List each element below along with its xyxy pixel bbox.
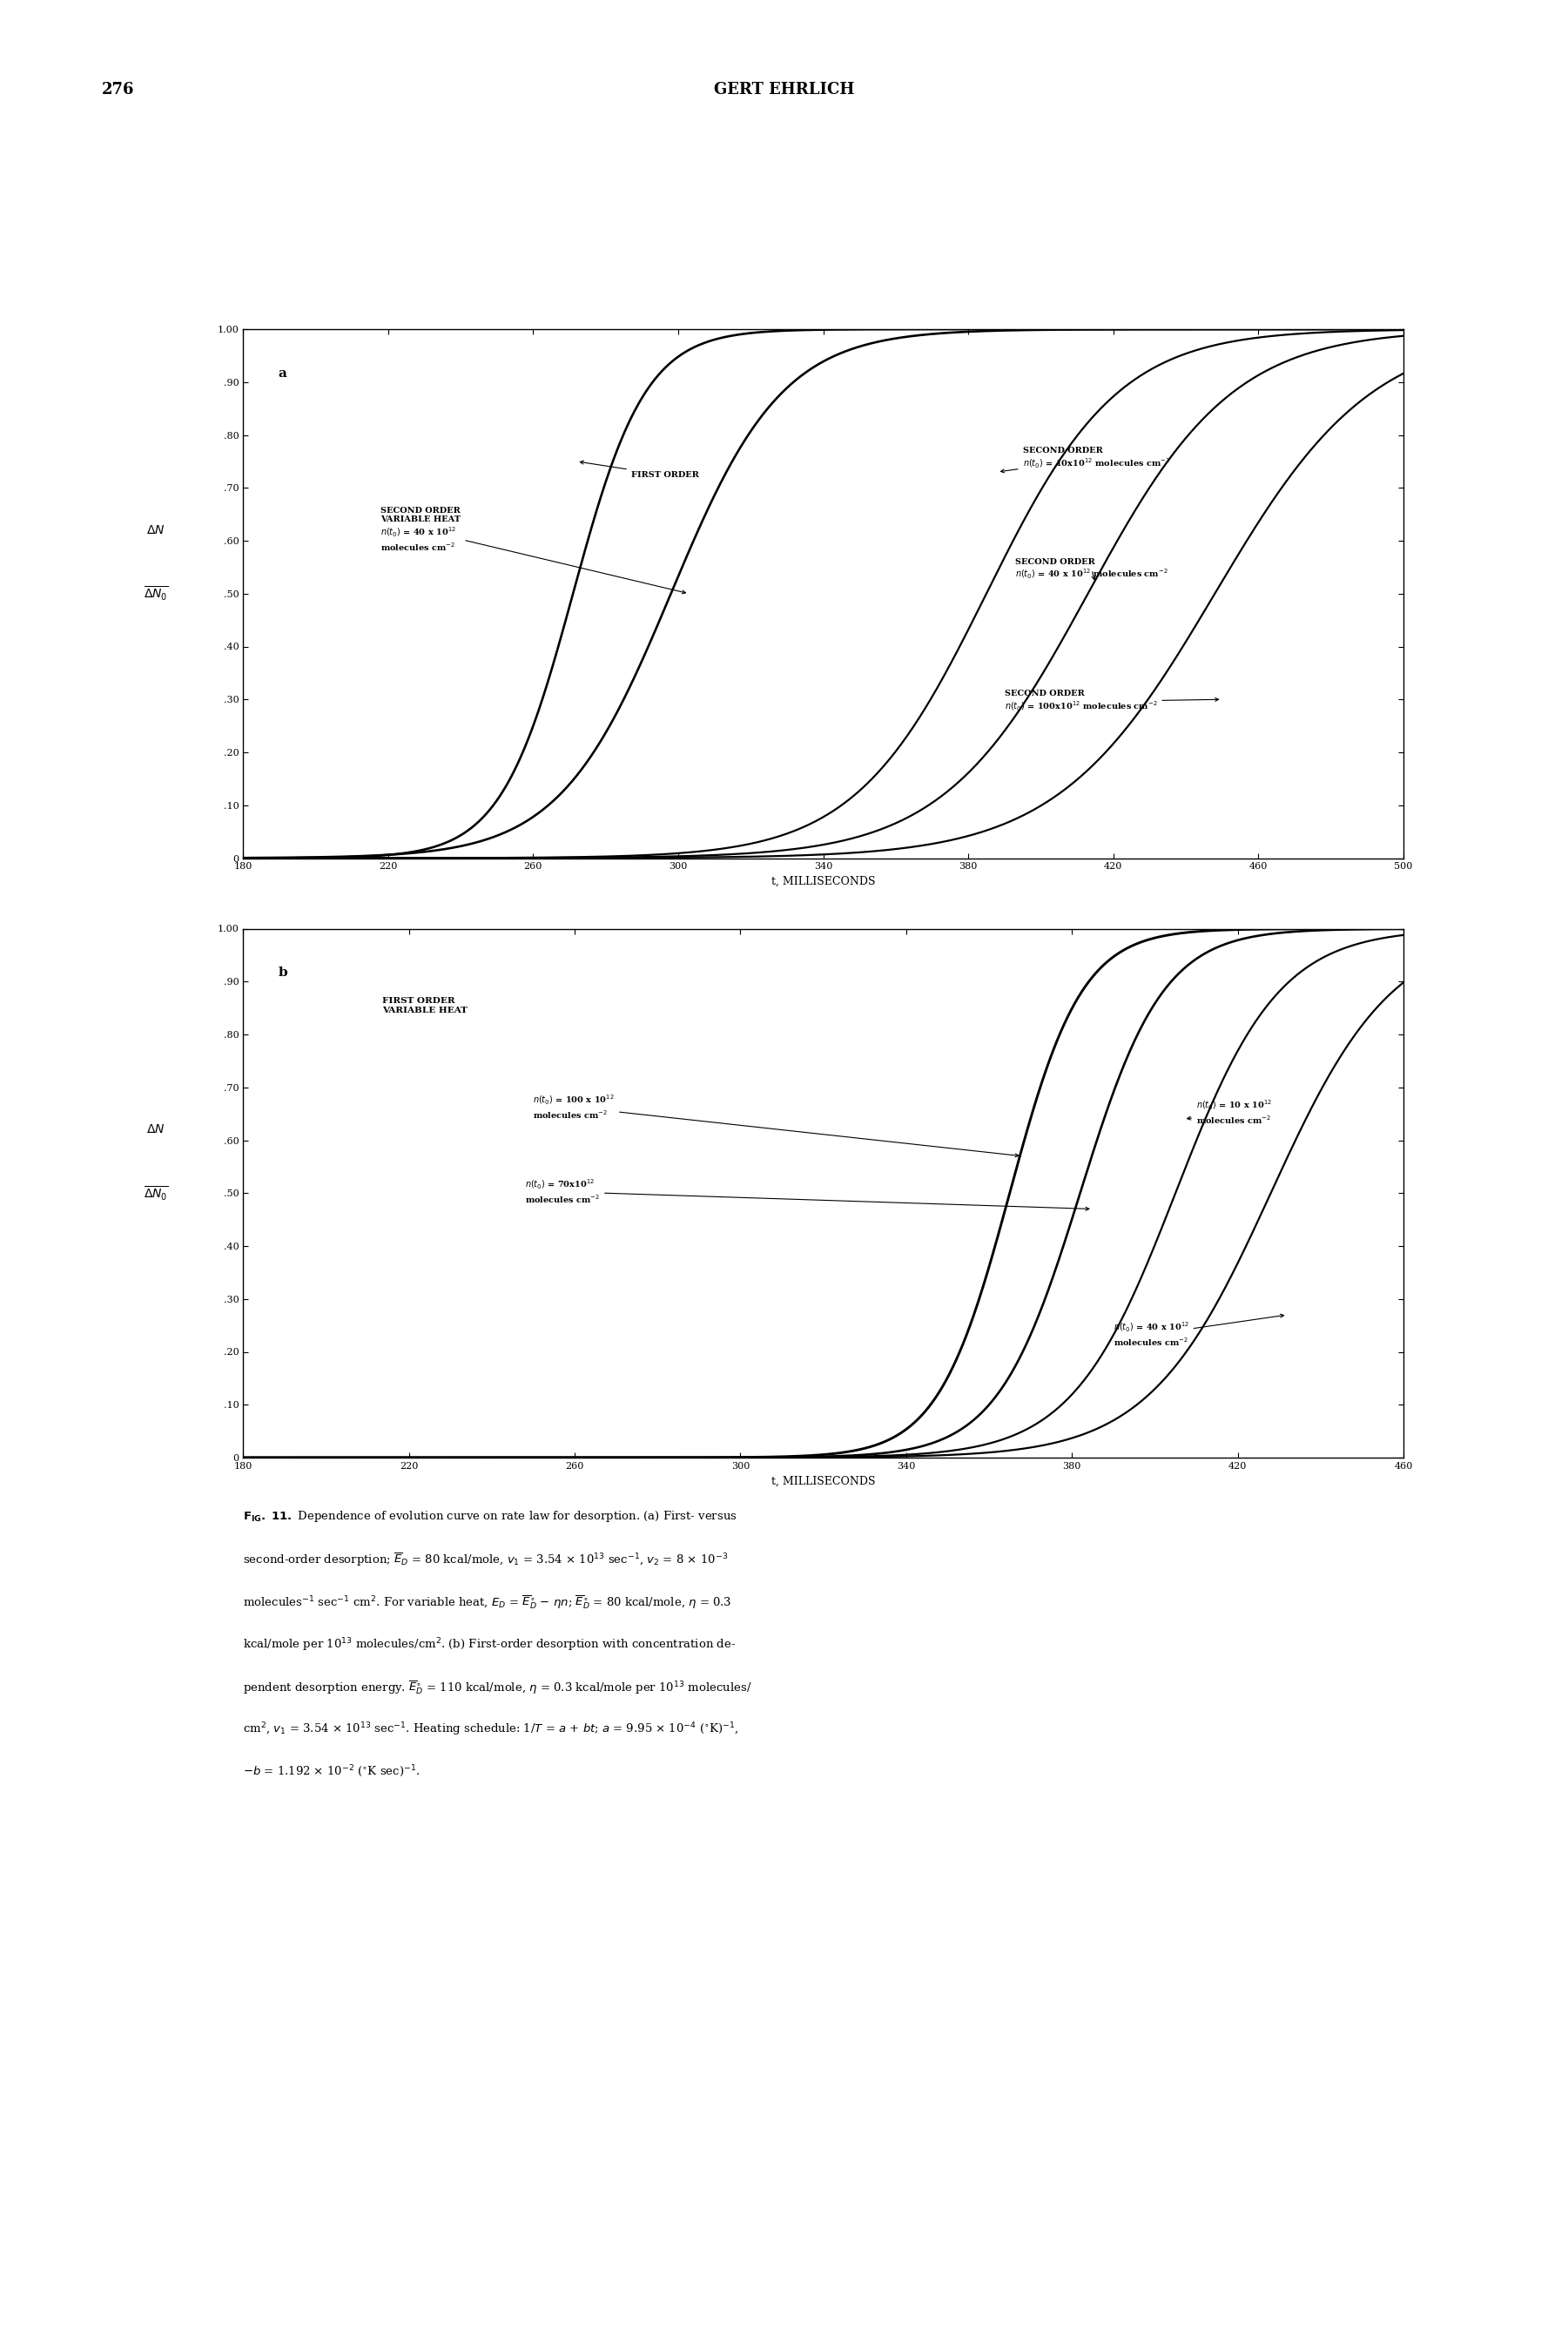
X-axis label: t, MILLISECONDS: t, MILLISECONDS (771, 1476, 875, 1486)
Text: $\overline{\Delta N_0}$: $\overline{\Delta N_0}$ (144, 585, 168, 602)
Text: SECOND ORDER
VARIABLE HEAT
$n(t_0)$ = 40 x 10$^{12}$
molecules cm$^{-2}$: SECOND ORDER VARIABLE HEAT $n(t_0)$ = 40… (381, 508, 685, 595)
Text: $n(t_0)$ = 10 x 10$^{12}$
molecules cm$^{-2}$: $n(t_0)$ = 10 x 10$^{12}$ molecules cm$^… (1187, 1098, 1272, 1126)
Text: $n(t_0)$ = 100 x 10$^{12}$
molecules cm$^{-2}$: $n(t_0)$ = 100 x 10$^{12}$ molecules cm$… (533, 1093, 1019, 1157)
Text: $\mathbf{F_{IG}.\ 11.}$ Dependence of evolution curve on rate law for desorption: $\mathbf{F_{IG}.\ 11.}$ Dependence of ev… (243, 1509, 737, 1523)
Text: $n(t_0)$ = 40 x 10$^{12}$
molecules cm$^{-2}$: $n(t_0)$ = 40 x 10$^{12}$ molecules cm$^… (1113, 1314, 1284, 1347)
Text: SECOND ORDER
$n(t_0)$ = 100x10$^{12}$ molecules cm$^{-2}$: SECOND ORDER $n(t_0)$ = 100x10$^{12}$ mo… (1005, 691, 1218, 712)
Text: FIRST ORDER
VARIABLE HEAT: FIRST ORDER VARIABLE HEAT (383, 997, 467, 1013)
Text: SECOND ORDER
$n(t_0)$ = 10x10$^{12}$ molecules cm$^{-2}$: SECOND ORDER $n(t_0)$ = 10x10$^{12}$ mol… (1000, 447, 1170, 473)
Text: $\Delta N$: $\Delta N$ (147, 524, 165, 536)
Text: $-b$ = 1.192 $\times$ 10$^{-2}$ ($^{\circ}$K sec)$^{-1}$.: $-b$ = 1.192 $\times$ 10$^{-2}$ ($^{\cir… (243, 1763, 420, 1780)
Text: kcal/mole per 10$^{13}$ molecules/cm$^2$. (b) First-order desorption with concen: kcal/mole per 10$^{13}$ molecules/cm$^2$… (243, 1636, 735, 1653)
Text: SECOND ORDER
$n(t_0)$ = 40 x 10$^{12}$ molecules cm$^{-2}$: SECOND ORDER $n(t_0)$ = 40 x 10$^{12}$ m… (1016, 557, 1168, 581)
Text: molecules$^{-1}$ sec$^{-1}$ cm$^2$. For variable heat, $E_D$ = $\overline{E}_D^{: molecules$^{-1}$ sec$^{-1}$ cm$^2$. For … (243, 1594, 732, 1610)
Text: 276: 276 (102, 82, 135, 96)
Text: $\overline{\Delta N_0}$: $\overline{\Delta N_0}$ (144, 1185, 168, 1201)
Text: GERT EHRLICH: GERT EHRLICH (713, 82, 855, 96)
Text: cm$^2$, $v_1$ = 3.54 $\times$ 10$^{13}$ sec$^{-1}$. Heating schedule: 1/$T$ = $a: cm$^2$, $v_1$ = 3.54 $\times$ 10$^{13}$ … (243, 1721, 739, 1737)
Text: $\Delta N$: $\Delta N$ (147, 1124, 165, 1136)
Text: FIRST ORDER: FIRST ORDER (580, 461, 699, 480)
Text: a: a (278, 367, 287, 379)
Text: b: b (278, 966, 287, 978)
Text: $n(t_0)$ = 70x10$^{12}$
molecules cm$^{-2}$: $n(t_0)$ = 70x10$^{12}$ molecules cm$^{-… (525, 1178, 1090, 1211)
Text: pendent desorption energy. $\overline{E}_D^{\circ}$ = 110 kcal/mole, $\eta$ = 0.: pendent desorption energy. $\overline{E}… (243, 1679, 753, 1695)
Text: second-order desorption; $\overline{E}_D$ = 80 kcal/mole, $v_1$ = 3.54 $\times$ : second-order desorption; $\overline{E}_D… (243, 1552, 728, 1568)
X-axis label: t, MILLISECONDS: t, MILLISECONDS (771, 877, 875, 886)
